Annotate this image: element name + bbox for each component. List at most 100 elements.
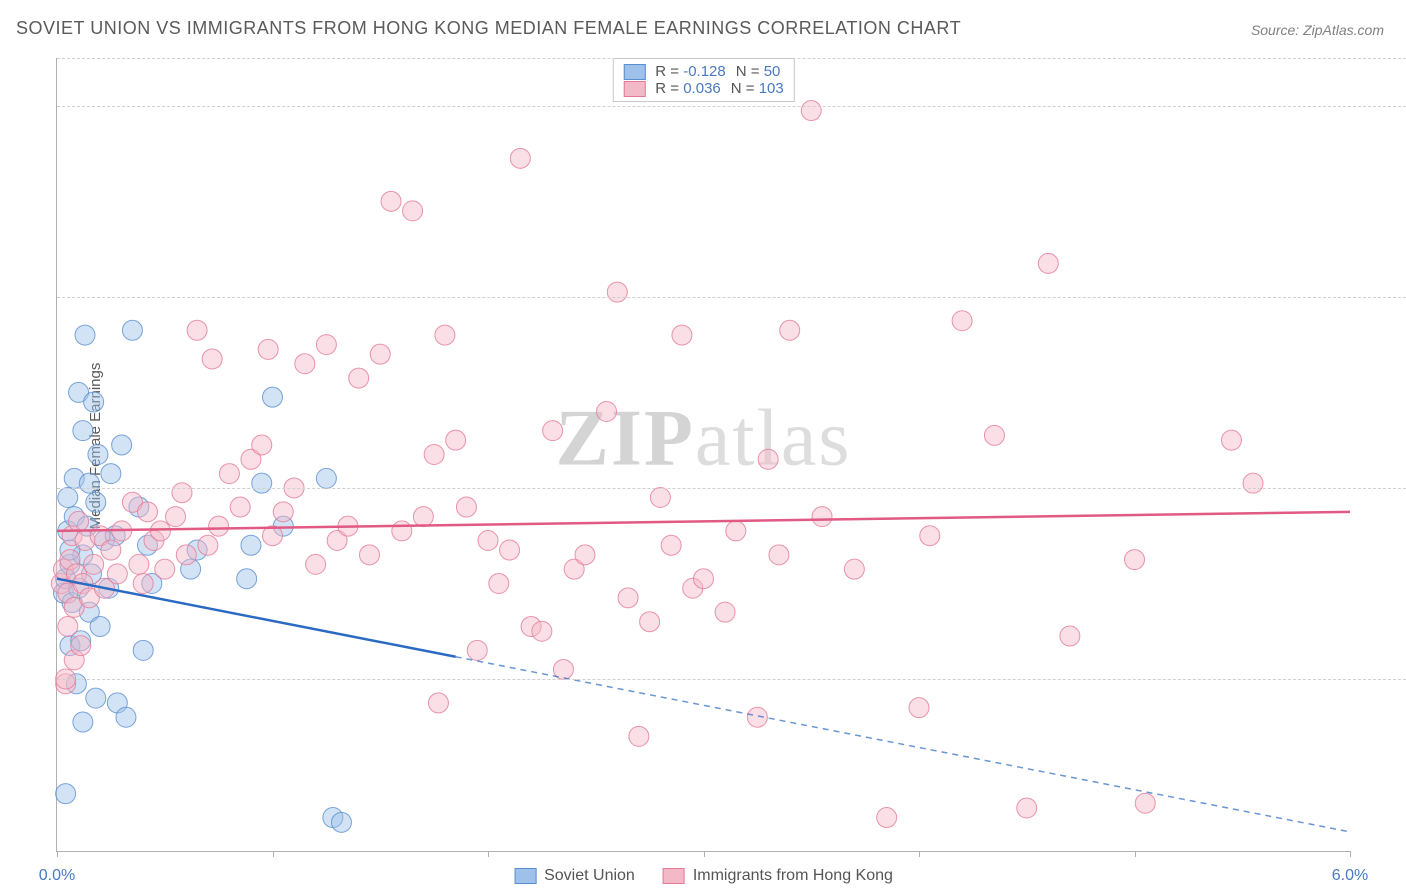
data-point bbox=[780, 320, 800, 340]
data-point bbox=[1038, 253, 1058, 273]
data-point bbox=[1243, 473, 1263, 493]
data-point bbox=[909, 698, 929, 718]
data-point bbox=[252, 435, 272, 455]
data-point bbox=[370, 344, 390, 364]
legend-stat-r: R = -0.128 bbox=[655, 63, 725, 80]
data-point bbox=[650, 487, 670, 507]
xtick-label: 6.0% bbox=[1332, 867, 1368, 885]
data-point bbox=[172, 483, 192, 503]
data-point bbox=[79, 473, 99, 493]
data-point bbox=[198, 535, 218, 555]
xtick bbox=[1135, 851, 1136, 857]
data-point bbox=[133, 640, 153, 660]
data-point bbox=[952, 311, 972, 331]
data-point bbox=[90, 616, 110, 636]
data-point bbox=[241, 535, 261, 555]
correlation-legend: R = -0.128 N = 50 R = 0.036 N = 103 bbox=[612, 58, 794, 102]
data-point bbox=[801, 101, 821, 121]
data-point bbox=[456, 497, 476, 517]
legend-label: Immigrants from Hong Kong bbox=[693, 867, 893, 885]
data-point bbox=[155, 559, 175, 579]
data-point bbox=[758, 449, 778, 469]
trend-line-dashed bbox=[456, 657, 1350, 832]
data-point bbox=[392, 521, 412, 541]
legend-row: R = 0.036 N = 103 bbox=[623, 80, 783, 97]
data-point bbox=[381, 191, 401, 211]
data-point bbox=[258, 339, 278, 359]
legend-swatch-series1 bbox=[514, 868, 536, 884]
data-point bbox=[331, 812, 351, 832]
trend-line-solid bbox=[57, 512, 1350, 531]
data-point bbox=[71, 636, 91, 656]
data-point bbox=[112, 435, 132, 455]
xtick bbox=[57, 851, 58, 857]
legend-swatch-series1 bbox=[623, 64, 645, 80]
legend-n-value: 50 bbox=[764, 63, 781, 80]
legend-swatch-series2 bbox=[623, 81, 645, 97]
data-point bbox=[122, 320, 142, 340]
data-point bbox=[73, 712, 93, 732]
gridline-h bbox=[57, 297, 1406, 298]
data-point bbox=[316, 468, 336, 488]
data-point bbox=[86, 688, 106, 708]
data-point bbox=[359, 545, 379, 565]
data-point bbox=[316, 335, 336, 355]
xtick-label: 0.0% bbox=[39, 867, 75, 885]
data-point bbox=[58, 616, 78, 636]
data-point bbox=[413, 507, 433, 527]
data-point bbox=[69, 511, 89, 531]
data-point bbox=[75, 325, 95, 345]
source-attribution: Source: ZipAtlas.com bbox=[1251, 22, 1384, 38]
data-point bbox=[640, 612, 660, 632]
data-point bbox=[661, 535, 681, 555]
source-value: ZipAtlas.com bbox=[1303, 22, 1384, 38]
legend-row: R = -0.128 N = 50 bbox=[623, 63, 783, 80]
data-point bbox=[252, 473, 272, 493]
data-point bbox=[629, 726, 649, 746]
data-point bbox=[747, 707, 767, 727]
data-point bbox=[88, 445, 108, 465]
data-point bbox=[920, 526, 940, 546]
data-point bbox=[726, 521, 746, 541]
gridline-h bbox=[57, 106, 1406, 107]
data-point bbox=[532, 621, 552, 641]
data-point bbox=[467, 640, 487, 660]
xtick bbox=[1350, 851, 1351, 857]
legend-swatch-series2 bbox=[663, 868, 685, 884]
data-point bbox=[263, 387, 283, 407]
data-point bbox=[84, 392, 104, 412]
data-point bbox=[575, 545, 595, 565]
data-point bbox=[489, 573, 509, 593]
gridline-h bbox=[57, 679, 1406, 680]
plot-area: ZIPatlas R = -0.128 N = 50 R = 0.036 N =… bbox=[56, 58, 1350, 852]
legend-r-value: -0.128 bbox=[683, 63, 726, 80]
data-point bbox=[306, 554, 326, 574]
data-point bbox=[209, 516, 229, 536]
data-point bbox=[187, 320, 207, 340]
data-point bbox=[877, 808, 897, 828]
series-legend: Soviet Union Immigrants from Hong Kong bbox=[514, 867, 893, 885]
data-point bbox=[812, 507, 832, 527]
data-point bbox=[607, 282, 627, 302]
legend-item: Soviet Union bbox=[514, 867, 635, 885]
scatter-svg bbox=[57, 58, 1350, 851]
data-point bbox=[1060, 626, 1080, 646]
xtick bbox=[273, 851, 274, 857]
data-point bbox=[101, 464, 121, 484]
data-point bbox=[150, 521, 170, 541]
trend-line-solid bbox=[57, 579, 456, 657]
data-point bbox=[202, 349, 222, 369]
data-point bbox=[1221, 430, 1241, 450]
data-point bbox=[597, 402, 617, 422]
data-point bbox=[349, 368, 369, 388]
data-point bbox=[237, 569, 257, 589]
data-point bbox=[446, 430, 466, 450]
data-point bbox=[403, 201, 423, 221]
data-point bbox=[672, 325, 692, 345]
chart-title: SOVIET UNION VS IMMIGRANTS FROM HONG KON… bbox=[16, 18, 961, 39]
data-point bbox=[428, 693, 448, 713]
data-point bbox=[86, 492, 106, 512]
data-point bbox=[107, 564, 127, 584]
data-point bbox=[56, 784, 76, 804]
data-point bbox=[84, 554, 104, 574]
